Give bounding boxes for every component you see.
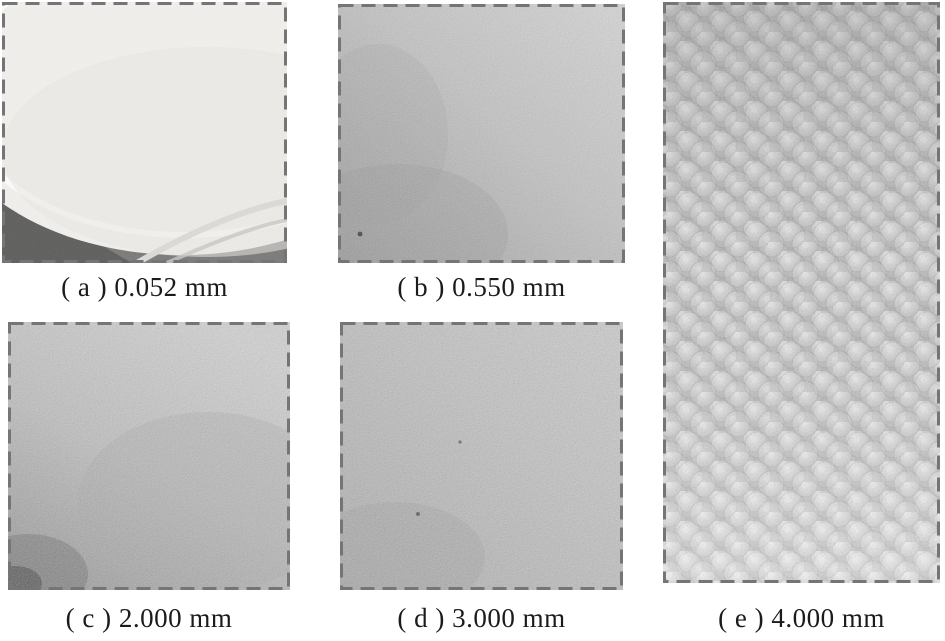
photo-grains-c: [8, 322, 290, 590]
caption-c: ( c ) 2.000 mm: [65, 603, 233, 633]
photo-grains-d: [340, 322, 623, 590]
caption-b: ( b ) 0.550 mm: [397, 272, 566, 302]
caption-a: ( a ) 0.052 mm: [61, 272, 228, 302]
panel-e-photo: [663, 2, 940, 583]
photo-powder-dish: [2, 2, 287, 263]
caption-e: ( e ) 4.000 mm: [718, 603, 885, 633]
panel-b-photo: [338, 4, 625, 263]
photo-grains-b: [338, 4, 625, 263]
panel-d-photo: [340, 322, 623, 590]
caption-d: ( d ) 3.000 mm: [397, 603, 566, 633]
panel-c-photo: [8, 322, 290, 590]
photo-glass-beads: [663, 2, 940, 583]
panel-a-photo: [2, 2, 287, 263]
